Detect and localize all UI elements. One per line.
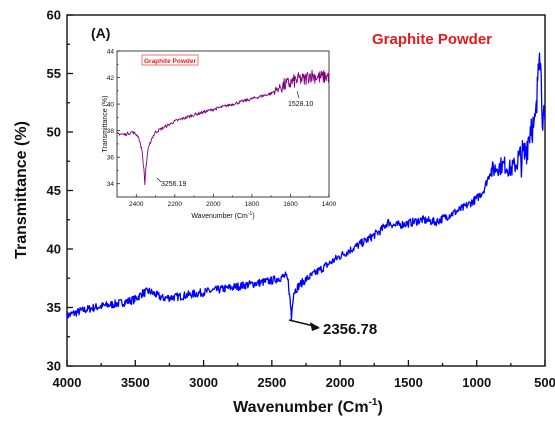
x-tick-label: 1800 bbox=[245, 201, 260, 208]
annotation-label: 2356.78 bbox=[323, 321, 377, 338]
inset-annotation-left-arrow bbox=[156, 177, 162, 183]
inset-x-axis-title-end: ) bbox=[252, 213, 254, 220]
y-tick-label: 60 bbox=[47, 8, 61, 23]
y-tick-label: 55 bbox=[47, 66, 61, 81]
x-tick-label: 1500 bbox=[394, 375, 423, 390]
inset-annotation-right: 1528.10 bbox=[288, 101, 313, 108]
y-tick-label: 40 bbox=[47, 242, 61, 257]
x-tick-label: 2000 bbox=[206, 201, 221, 208]
inset-x-axis-title: Wavenumber (Cm-1) bbox=[191, 211, 254, 220]
inset-x-axis-title-sup: -1 bbox=[248, 211, 253, 217]
y-tick-label: 35 bbox=[47, 300, 61, 315]
y-tick-label: 34 bbox=[107, 181, 115, 188]
x-axis-title-sup: -1 bbox=[369, 397, 378, 408]
y-tick-label: 36 bbox=[107, 154, 115, 161]
panel-label: (A) bbox=[91, 25, 110, 41]
x-tick-label: 2500 bbox=[257, 375, 286, 390]
legend-label: Graphite Powder bbox=[372, 31, 492, 48]
y-tick-label: 30 bbox=[47, 359, 61, 374]
y-tick-label: 40 bbox=[107, 101, 115, 108]
inset-annotation-left: 3256.19 bbox=[161, 181, 186, 188]
x-tick-label: 500 bbox=[534, 375, 555, 390]
x-tick-label: 4000 bbox=[53, 375, 82, 390]
y-axis-title: Transmittance (%) bbox=[13, 121, 30, 259]
x-tick-label: 3500 bbox=[121, 375, 150, 390]
inset-y-axis-title: Transmittance (%) bbox=[102, 96, 109, 153]
series-line bbox=[66, 52, 546, 321]
x-axis-title-main: Wavenumber (Cm bbox=[233, 399, 368, 416]
x-axis-title: Wavenumber (Cm-1) bbox=[233, 397, 383, 416]
x-tick-label: 2000 bbox=[326, 375, 355, 390]
y-tick-label: 42 bbox=[107, 75, 115, 82]
y-tick-label: 44 bbox=[107, 48, 115, 55]
x-tick-label: 1400 bbox=[322, 201, 337, 208]
inset-legend-box bbox=[141, 54, 199, 66]
inset-x-axis-title-main: Wavenumber (Cm bbox=[191, 213, 248, 220]
x-axis-title-end: ) bbox=[378, 399, 383, 416]
x-tick-label: 2200 bbox=[168, 201, 183, 208]
y-tick-label: 50 bbox=[47, 125, 61, 140]
inset-panel: Graphite Powder 2400 2200 2000 1800 1600 1400… bbox=[102, 48, 337, 220]
x-tick-label: 1000 bbox=[462, 375, 491, 390]
y-tick-label: 45 bbox=[47, 183, 61, 198]
inset-legend-label: Graphite Powder bbox=[144, 58, 196, 65]
inset-annotation-right-arrow bbox=[296, 90, 300, 99]
annotation-arrowhead bbox=[310, 322, 320, 331]
series-line bbox=[116, 69, 330, 186]
x-tick-label: 1600 bbox=[283, 201, 298, 208]
x-tick-label: 3000 bbox=[189, 375, 218, 390]
x-tick-label: 2400 bbox=[129, 201, 144, 208]
y-tick-label: 38 bbox=[107, 128, 115, 135]
